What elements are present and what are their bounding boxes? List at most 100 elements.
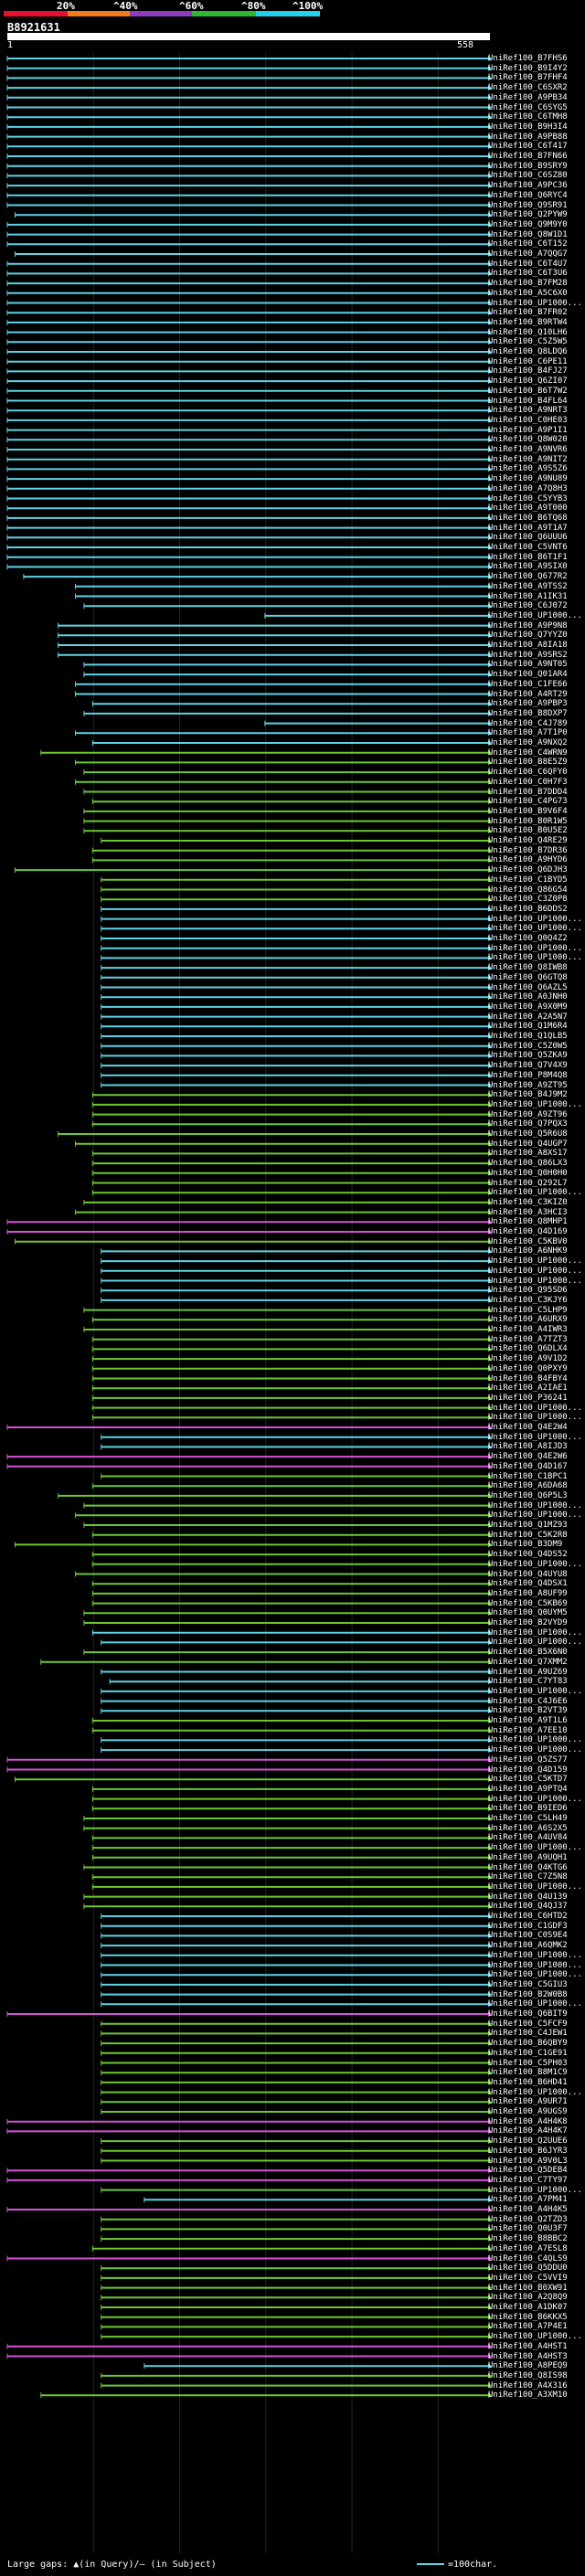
hit-label[interactable]: UniRef100_Q0H0H0 [488,1168,568,1178]
hit-label[interactable]: UniRef100_A8IA18 [488,641,568,650]
hit-label[interactable]: UniRef100_UP1000... [488,924,582,934]
hit-label[interactable]: UniRef100_A8XS17 [488,1149,568,1159]
hit-label[interactable]: UniRef100_A9P1I1 [488,425,568,435]
hit-label[interactable]: UniRef100_C5LH49 [488,1814,568,1823]
hit-label[interactable]: UniRef100_A3HCI3 [488,1207,568,1217]
hit-label[interactable]: UniRef100_A4IWR3 [488,1325,568,1334]
hit-label[interactable]: UniRef100_B7DR36 [488,845,568,855]
hit-label[interactable]: UniRef100_Q7V4X9 [488,1061,568,1071]
hit-label[interactable]: UniRef100_B0U5E2 [488,826,568,836]
hit-label[interactable]: UniRef100_A7QQG7 [488,249,568,259]
hit-label[interactable]: UniRef100_Q4DSX1 [488,1579,568,1589]
hit-label[interactable]: UniRef100_B6DDS2 [488,904,568,914]
hit-label[interactable]: UniRef100_A9UR71 [488,2097,568,2107]
hit-label[interactable]: UniRef100_C7Z5N8 [488,1872,568,1882]
hit-label[interactable]: UniRef100_C4J789 [488,718,568,728]
hit-label[interactable]: UniRef100_Q0UYM5 [488,1608,568,1618]
hit-label[interactable]: UniRef100_A7EE10 [488,1725,568,1735]
hit-label[interactable]: UniRef100_A2Q8Q9 [488,2293,568,2303]
hit-label[interactable]: UniRef100_A8UF99 [488,1588,568,1598]
hit-label[interactable]: UniRef100_B6HD41 [488,2077,568,2087]
hit-label[interactable]: UniRef100_C6J072 [488,601,568,611]
hit-label[interactable]: UniRef100_B9I4Y2 [488,63,568,73]
hit-label[interactable]: UniRef100_C5PH03 [488,2058,568,2068]
hit-label[interactable]: UniRef100_UP1000... [488,1882,582,1892]
hit-label[interactable]: UniRef100_Q1M6R4 [488,1022,568,1032]
hit-label[interactable]: UniRef100_B7FHF4 [488,73,568,83]
hit-label[interactable]: UniRef100_C7YT83 [488,1677,568,1687]
hit-label[interactable]: UniRef100_UP1000... [488,914,582,924]
hit-label[interactable]: UniRef100_UP1000... [488,1745,582,1755]
hit-label[interactable]: UniRef100_A7TZT3 [488,1334,568,1344]
hit-label[interactable]: UniRef100_Q0U3F7 [488,2224,568,2234]
hit-label[interactable]: UniRef100_Q6P5L3 [488,1490,568,1500]
hit-label[interactable]: UniRef100_A7P4E1 [488,2322,568,2332]
hit-label[interactable]: UniRef100_A0JNH0 [488,992,568,1002]
hit-label[interactable]: UniRef100_A9S5Z6 [488,464,568,474]
hit-label[interactable]: UniRef100_Q4U139 [488,1892,568,1902]
hit-label[interactable]: UniRef100_C5GIU3 [488,1979,568,1989]
hit-label[interactable]: UniRef100_Q8W1D1 [488,229,568,239]
hit-label[interactable]: UniRef100_B9SRY9 [488,161,568,171]
hit-label[interactable]: UniRef100_UP1000... [488,1843,582,1853]
hit-label[interactable]: UniRef100_UP1000... [488,1960,582,1970]
hit-label[interactable]: UniRef100_UP1000... [488,1276,582,1286]
hit-label[interactable]: UniRef100_Q5ZS77 [488,1754,568,1765]
hit-label[interactable]: UniRef100_A4UV84 [488,1833,568,1843]
hit-label[interactable]: UniRef100_A2A5N7 [488,1012,568,1022]
hit-label[interactable]: UniRef100_Q6RYC4 [488,190,568,200]
hit-label[interactable]: UniRef100_B7FHS6 [488,54,568,63]
hit-label[interactable]: UniRef100_C1GDF3 [488,1921,568,1931]
hit-label[interactable]: UniRef100_A5C6X0 [488,288,568,298]
hit-label[interactable]: UniRef100_Q9SR91 [488,200,568,210]
hit-label[interactable]: UniRef100_B5X6N0 [488,1648,568,1658]
hit-label[interactable]: UniRef100_B9IED6 [488,1804,568,1814]
hit-label[interactable]: UniRef100_A4X316 [488,2380,568,2390]
hit-label[interactable]: UniRef100_Q6DJH3 [488,865,568,875]
hit-label[interactable]: UniRef100_UP1000... [488,2332,582,2342]
hit-label[interactable]: UniRef100_Q4KTG6 [488,1862,568,1872]
hit-label[interactable]: UniRef100_UP1000... [488,1511,582,1521]
hit-label[interactable]: UniRef100_C5K2R8 [488,1530,568,1540]
hit-label[interactable]: UniRef100_Q01AR4 [488,670,568,680]
hit-label[interactable]: UniRef100_C1BPC1 [488,1471,568,1481]
hit-label[interactable]: UniRef100_Q4D167 [488,1461,568,1471]
hit-label[interactable]: UniRef100_B0R1W5 [488,816,568,826]
hit-label[interactable]: UniRef100_Q6DLX4 [488,1344,568,1354]
hit-label[interactable]: UniRef100_Q4E2W6 [488,1452,568,1462]
hit-label[interactable]: UniRef100_UP1000... [488,1500,582,1511]
hit-label[interactable]: UniRef100_A4HST1 [488,2341,568,2351]
hit-label[interactable]: UniRef100_A9ZT96 [488,1109,568,1119]
hit-label[interactable]: UniRef100_UP1000... [488,1950,582,1960]
hit-label[interactable]: UniRef100_UP1000... [488,1403,582,1413]
hit-label[interactable]: UniRef100_Q0PXY9 [488,1363,568,1373]
hit-label[interactable]: UniRef100_B4J9M2 [488,1090,568,1100]
hit-label[interactable]: UniRef100_Q5DDU0 [488,2263,568,2274]
hit-label[interactable]: UniRef100_Q7PQX3 [488,1119,568,1129]
hit-label[interactable]: UniRef100_A9ZT95 [488,1080,568,1090]
hit-label[interactable]: UniRef100_C6PE11 [488,356,568,366]
hit-label[interactable]: UniRef100_C6SZ80 [488,171,568,181]
hit-label[interactable]: UniRef100_C6T3U6 [488,269,568,279]
hit-label[interactable]: UniRef100_C0H7F3 [488,777,568,787]
hit-label[interactable]: UniRef100_B7FM28 [488,279,568,289]
hit-label[interactable]: UniRef100_A9NIT2 [488,454,568,464]
hit-label[interactable]: UniRef100_C5Z0W5 [488,1041,568,1051]
hit-label[interactable]: UniRef100_Q8IS98 [488,2370,568,2380]
hit-label[interactable]: UniRef100_UP1000... [488,1735,582,1745]
hit-label[interactable]: UniRef100_A9P9N8 [488,620,568,631]
hit-label[interactable]: UniRef100_C6T4U7 [488,259,568,269]
hit-label[interactable]: UniRef100_B0XW91 [488,2283,568,2293]
hit-label[interactable]: UniRef100_Q6BIT9 [488,2009,568,2019]
hit-label[interactable]: UniRef100_B6T1F1 [488,552,568,562]
hit-label[interactable]: UniRef100_A9TSS2 [488,581,568,591]
hit-label[interactable]: UniRef100_C4QLS9 [488,2253,568,2263]
hit-label[interactable]: UniRef100_P36241 [488,1393,568,1403]
hit-label[interactable]: UniRef100_B6KKX5 [488,2312,568,2322]
hit-label[interactable]: UniRef100_A4RT29 [488,689,568,699]
hit-label[interactable]: UniRef100_C4WRN9 [488,747,568,758]
hit-label[interactable]: UniRef100_C5KTD7 [488,1775,568,1785]
hit-label[interactable]: UniRef100_A9PC36 [488,181,568,191]
hit-label[interactable]: UniRef100_UP1000... [488,1999,582,2009]
hit-label[interactable]: UniRef100_C6T417 [488,142,568,152]
